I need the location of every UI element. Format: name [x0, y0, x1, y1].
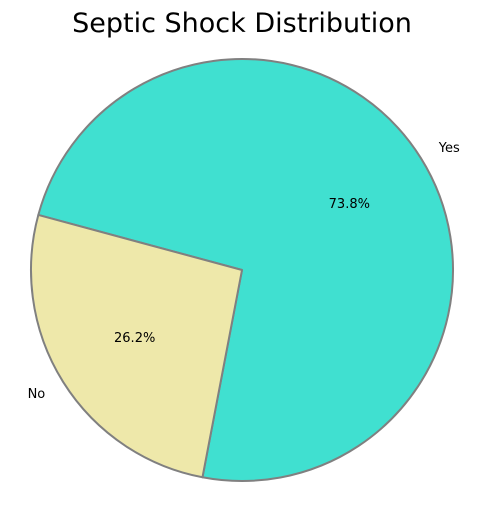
pie-slice-no [30, 213, 243, 479]
pie-labels: Yes 73.8% No 26.2% [28, 141, 460, 402]
slice-label-yes: Yes [438, 141, 460, 156]
pie-slices [30, 58, 454, 482]
pie-slice-yes [37, 58, 454, 482]
slice-percent-yes: 73.8% [329, 197, 370, 212]
slice-label-no: No [28, 387, 46, 402]
slice-percent-no: 26.2% [114, 331, 155, 346]
chart-title: Septic Shock Distribution [72, 8, 412, 39]
